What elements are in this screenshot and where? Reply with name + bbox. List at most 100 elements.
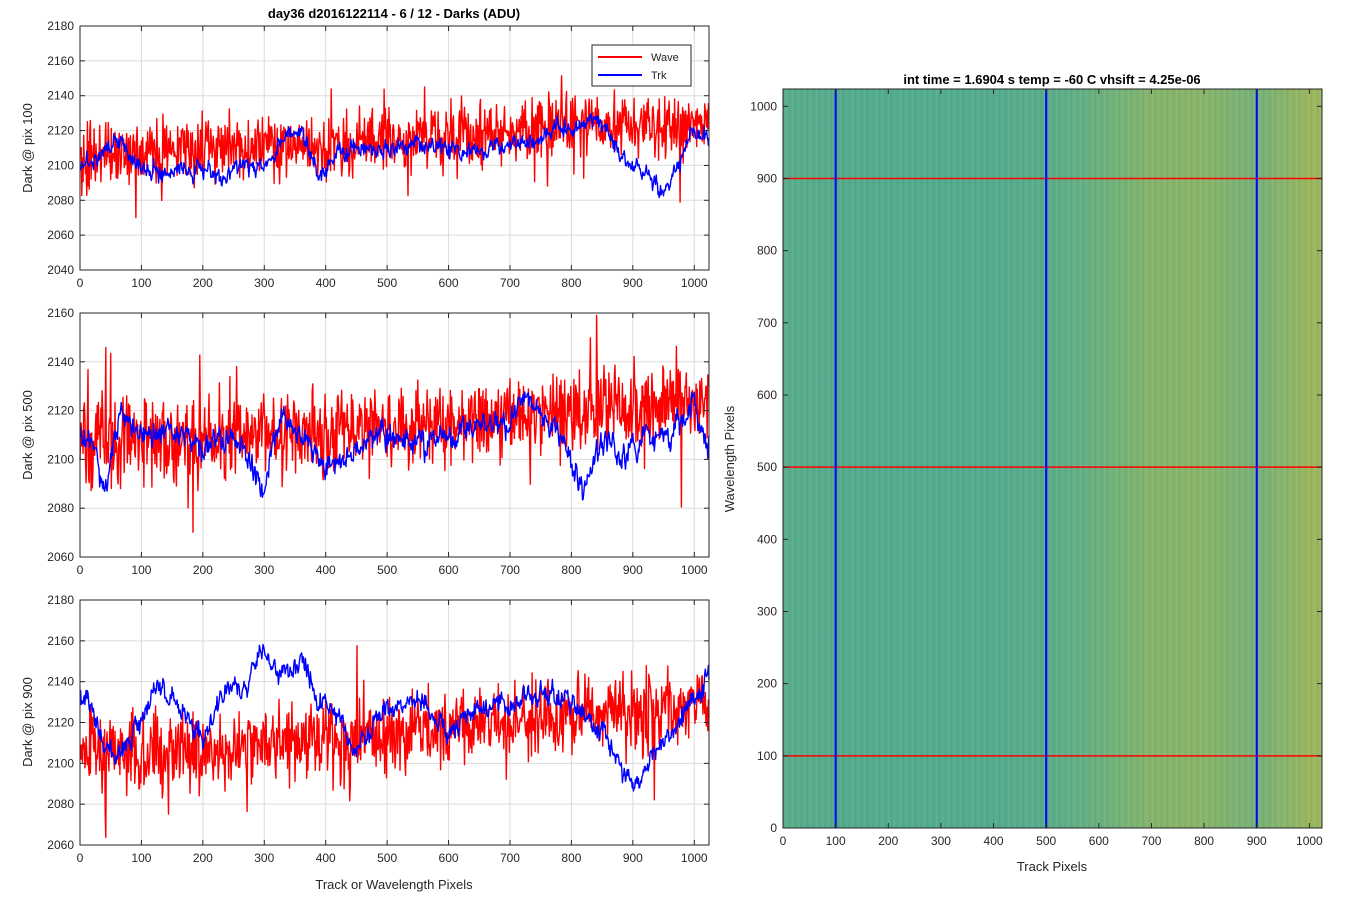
y-tick-label: 2180 [47, 593, 74, 607]
chart-bot-yticks: 2060 2080 2100 2120 2140 2160 2180 [47, 593, 709, 852]
chart-mid-trk-series [79, 391, 710, 501]
x-tick-label: 100 [131, 851, 151, 865]
chart-bot-ylabel: Dark @ pix 900 [20, 677, 35, 767]
x-tick-label: 800 [561, 276, 581, 290]
y-tick-label: 300 [757, 604, 777, 618]
y-tick-label: 2120 [47, 404, 74, 418]
series-line-wave [79, 314, 710, 533]
x-tick-label: 1000 [681, 851, 708, 865]
x-tick-label: 900 [623, 851, 643, 865]
x-tick-label: 1000 [681, 563, 708, 577]
x-tick-label: 800 [561, 563, 581, 577]
x-tick-label: 1000 [1296, 834, 1323, 848]
legend-wave-label: Wave [651, 52, 679, 64]
chart-top-trk-series [79, 112, 710, 199]
chart-top-wave-series [79, 75, 710, 219]
chart-mid-ylabel: Dark @ pix 500 [20, 390, 35, 480]
chart-image: int time = 1.6904 s temp = -60 C vhsift … [722, 72, 1323, 874]
y-tick-label: 2100 [47, 452, 74, 466]
heatmap-markers [783, 89, 1322, 828]
y-tick-label: 2080 [47, 501, 74, 515]
chart-mid: 0 100 200 300 400 500 600 700 800 900 1000 2060 208… [20, 306, 710, 577]
x-tick-label: 400 [316, 851, 336, 865]
x-tick-label: 400 [984, 834, 1004, 848]
x-tick-label: 500 [377, 851, 397, 865]
x-tick-label: 700 [500, 563, 520, 577]
x-tick-label: 0 [780, 834, 787, 848]
chart-bot-xticks: 0 100 200 300 400 500 600 700 800 900 1000 [77, 600, 708, 865]
y-tick-label: 2160 [47, 306, 74, 320]
y-tick-label: 200 [757, 677, 777, 691]
x-tick-label: 900 [623, 563, 643, 577]
chart-top-yticks: 2040 2060 2080 2100 2120 2140 2160 2180 [47, 19, 709, 277]
legend: Wave Trk [591, 44, 692, 87]
chart-mid-wave-series [79, 314, 710, 533]
y-tick-label: 400 [757, 532, 777, 546]
x-tick-label: 200 [193, 851, 213, 865]
x-tick-label: 500 [377, 563, 397, 577]
chart-bot: 0 100 200 300 400 500 600 700 800 900 1000 2060 208… [20, 593, 710, 892]
x-tick-label: 900 [1247, 834, 1267, 848]
y-tick-label: 2140 [47, 89, 74, 103]
y-tick-label: 700 [757, 316, 777, 330]
chart-bot-wave-series [79, 645, 710, 839]
x-tick-label: 200 [878, 834, 898, 848]
y-tick-label: 2040 [47, 263, 74, 277]
x-tick-label: 200 [193, 563, 213, 577]
series-line-trk [79, 112, 710, 199]
chart-top-title: day36 d2016122114 - 6 / 12 - Darks (ADU) [268, 6, 520, 21]
x-tick-label: 700 [500, 851, 520, 865]
y-tick-label: 100 [757, 749, 777, 763]
chart-image-title: int time = 1.6904 s temp = -60 C vhsift … [903, 72, 1200, 87]
x-tick-label: 0 [77, 563, 84, 577]
x-tick-label: 600 [1089, 834, 1109, 848]
chart-image-yticks: 0 100 200 300 400 500 600 700 800 900 1000 [750, 99, 1322, 835]
x-tick-label: 700 [1141, 834, 1161, 848]
x-tick-label: 600 [439, 563, 459, 577]
x-tick-label: 300 [254, 563, 274, 577]
heatmap-texture [783, 89, 1322, 828]
series-line-trk [79, 391, 710, 501]
x-tick-label: 600 [439, 851, 459, 865]
x-tick-label: 800 [1194, 834, 1214, 848]
y-tick-label: 2080 [47, 797, 74, 811]
x-tick-label: 400 [316, 563, 336, 577]
x-tick-label: 300 [931, 834, 951, 848]
chart-image-axes-box [782, 88, 1323, 829]
y-tick-label: 2060 [47, 550, 74, 564]
chart-mid-xticks: 0 100 200 300 400 500 600 700 800 900 1000 [77, 313, 708, 577]
y-tick-label: 900 [757, 171, 777, 185]
series-line-trk [79, 643, 710, 792]
y-tick-label: 2160 [47, 54, 74, 68]
x-tick-label: 100 [131, 276, 151, 290]
x-tick-label: 200 [193, 276, 213, 290]
chart-mid-axes-box [79, 312, 710, 558]
chart-top-xticks: 0 100 200 300 400 500 600 700 800 900 1000 [77, 26, 708, 290]
y-tick-label: 2080 [47, 193, 74, 207]
y-tick-label: 2140 [47, 675, 74, 689]
y-tick-label: 2100 [47, 756, 74, 770]
chart-mid-yticks: 2060 2080 2100 2120 2140 2160 [47, 306, 709, 564]
legend-box [591, 44, 692, 87]
x-tick-label: 900 [623, 276, 643, 290]
chart-top-ylabel: Dark @ pix 100 [20, 103, 35, 193]
chart-top-axes-box [79, 25, 710, 271]
chart-top: day36 d2016122114 - 6 / 12 - Darks (ADU)… [20, 6, 710, 290]
x-tick-label: 0 [77, 851, 84, 865]
y-tick-label: 2120 [47, 716, 74, 730]
legend-trk-label: Trk [651, 70, 667, 82]
y-tick-label: 1000 [750, 99, 777, 113]
y-tick-label: 800 [757, 244, 777, 258]
y-tick-label: 2140 [47, 355, 74, 369]
chart-image-xlabel: Track Pixels [1017, 859, 1088, 874]
x-tick-label: 300 [254, 276, 274, 290]
y-tick-label: 2060 [47, 838, 74, 852]
chart-image-ylabel: Wavelength Pixels [722, 405, 737, 512]
x-tick-label: 500 [1036, 834, 1056, 848]
x-tick-label: 600 [439, 276, 459, 290]
y-tick-label: 2120 [47, 124, 74, 138]
x-tick-label: 500 [377, 276, 397, 290]
chart-bot-trk-series [79, 643, 710, 792]
x-tick-label: 300 [254, 851, 274, 865]
